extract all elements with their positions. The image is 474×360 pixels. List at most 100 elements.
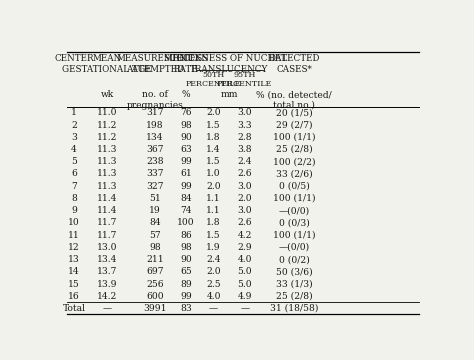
Text: 13.7: 13.7: [97, 267, 117, 276]
Text: 1.8: 1.8: [206, 219, 221, 228]
Text: 2.6: 2.6: [237, 170, 252, 179]
Text: 0 (0/5): 0 (0/5): [279, 182, 310, 191]
Text: —(0/0): —(0/0): [279, 243, 310, 252]
Text: 11.3: 11.3: [97, 157, 117, 166]
Text: 10: 10: [68, 219, 80, 228]
Text: 98: 98: [180, 243, 192, 252]
Text: 1.5: 1.5: [206, 157, 221, 166]
Text: 100 (1/1): 100 (1/1): [273, 194, 316, 203]
Text: 51: 51: [149, 194, 161, 203]
Text: 13.4: 13.4: [97, 255, 117, 264]
Text: SUCCESS
RATE: SUCCESS RATE: [164, 54, 209, 74]
Text: —(0/0): —(0/0): [279, 206, 310, 215]
Text: 100 (1/1): 100 (1/1): [273, 133, 316, 142]
Text: 7: 7: [71, 182, 77, 191]
Text: 697: 697: [146, 267, 164, 276]
Text: CENTER: CENTER: [54, 54, 94, 63]
Text: 5.0: 5.0: [237, 280, 252, 289]
Text: 100 (2/2): 100 (2/2): [273, 157, 316, 166]
Text: 86: 86: [180, 231, 192, 240]
Text: 11.7: 11.7: [97, 219, 117, 228]
Text: 98: 98: [180, 121, 192, 130]
Text: 1.1: 1.1: [206, 194, 221, 203]
Text: 4.0: 4.0: [206, 292, 221, 301]
Text: 4.9: 4.9: [237, 292, 252, 301]
Text: 3.0: 3.0: [237, 206, 252, 215]
Text: 100 (1/1): 100 (1/1): [273, 231, 316, 240]
Text: 3: 3: [71, 133, 77, 142]
Text: 57: 57: [149, 231, 161, 240]
Text: 11.4: 11.4: [97, 206, 117, 215]
Text: 100: 100: [177, 219, 195, 228]
Text: 12: 12: [68, 243, 80, 252]
Text: 98: 98: [149, 243, 161, 252]
Text: 11.3: 11.3: [97, 145, 117, 154]
Text: 317: 317: [146, 108, 164, 117]
Text: 19: 19: [149, 206, 161, 215]
Text: —: —: [209, 304, 218, 313]
Text: 11.2: 11.2: [97, 133, 117, 142]
Text: 99: 99: [180, 292, 192, 301]
Text: 15: 15: [68, 280, 80, 289]
Text: 1.5: 1.5: [206, 231, 221, 240]
Text: 25 (2/8): 25 (2/8): [276, 292, 313, 301]
Text: 3.0: 3.0: [237, 182, 252, 191]
Text: 89: 89: [180, 280, 192, 289]
Text: 4: 4: [71, 145, 77, 154]
Text: 327: 327: [146, 182, 164, 191]
Text: 3.0: 3.0: [237, 108, 252, 117]
Text: 31 (18/58): 31 (18/58): [270, 304, 319, 313]
Text: 33 (2/6): 33 (2/6): [276, 170, 313, 179]
Text: 11.3: 11.3: [97, 170, 117, 179]
Text: 50TH
PERCENTILE: 50TH PERCENTILE: [186, 71, 241, 88]
Text: 99: 99: [180, 182, 192, 191]
Text: 367: 367: [146, 145, 164, 154]
Text: 211: 211: [146, 255, 164, 264]
Text: 13.9: 13.9: [97, 280, 117, 289]
Text: 198: 198: [146, 121, 164, 130]
Text: 90: 90: [180, 255, 192, 264]
Text: %: %: [182, 90, 190, 99]
Text: 14.2: 14.2: [97, 292, 117, 301]
Text: 11.0: 11.0: [97, 108, 117, 117]
Text: 29 (2/7): 29 (2/7): [276, 121, 313, 130]
Text: 20 (1/5): 20 (1/5): [276, 108, 313, 117]
Text: 11.4: 11.4: [97, 194, 117, 203]
Text: 74: 74: [180, 206, 192, 215]
Text: 4.0: 4.0: [237, 255, 252, 264]
Text: THICKNESS OF NUCHAL
TRANSLUCENCY: THICKNESS OF NUCHAL TRANSLUCENCY: [171, 54, 287, 74]
Text: 2.0: 2.0: [237, 194, 252, 203]
Text: 65: 65: [180, 267, 192, 276]
Text: 6: 6: [71, 170, 77, 179]
Text: 2.6: 2.6: [237, 219, 252, 228]
Text: 2.5: 2.5: [206, 280, 221, 289]
Text: 256: 256: [146, 280, 164, 289]
Text: 600: 600: [146, 292, 164, 301]
Text: 1.1: 1.1: [206, 206, 221, 215]
Text: MEAN
GESTATIONAL AGE: MEAN GESTATIONAL AGE: [62, 54, 152, 74]
Text: 2.4: 2.4: [237, 157, 252, 166]
Text: 1.0: 1.0: [206, 170, 221, 179]
Text: 134: 134: [146, 133, 164, 142]
Text: 1.4: 1.4: [206, 145, 221, 154]
Text: MEASUREMENT
ATTEMPTED: MEASUREMENT ATTEMPTED: [117, 54, 193, 74]
Text: 11: 11: [68, 231, 80, 240]
Text: 1.8: 1.8: [206, 133, 221, 142]
Text: 8: 8: [71, 194, 77, 203]
Text: 4.2: 4.2: [237, 231, 252, 240]
Text: 11.7: 11.7: [97, 231, 117, 240]
Text: 76: 76: [180, 108, 192, 117]
Text: 25 (2/8): 25 (2/8): [276, 145, 313, 154]
Text: 0 (0/3): 0 (0/3): [279, 219, 310, 228]
Text: 3.8: 3.8: [237, 145, 252, 154]
Text: 1.9: 1.9: [206, 243, 221, 252]
Text: 2: 2: [71, 121, 77, 130]
Text: 13: 13: [68, 255, 80, 264]
Text: % (no. detected/
total no.): % (no. detected/ total no.): [256, 90, 332, 110]
Text: 0 (0/2): 0 (0/2): [279, 255, 310, 264]
Text: 2.9: 2.9: [237, 243, 252, 252]
Text: 2.8: 2.8: [237, 133, 252, 142]
Text: 33 (1/3): 33 (1/3): [276, 280, 313, 289]
Text: 2.0: 2.0: [206, 267, 221, 276]
Text: 14: 14: [68, 267, 80, 276]
